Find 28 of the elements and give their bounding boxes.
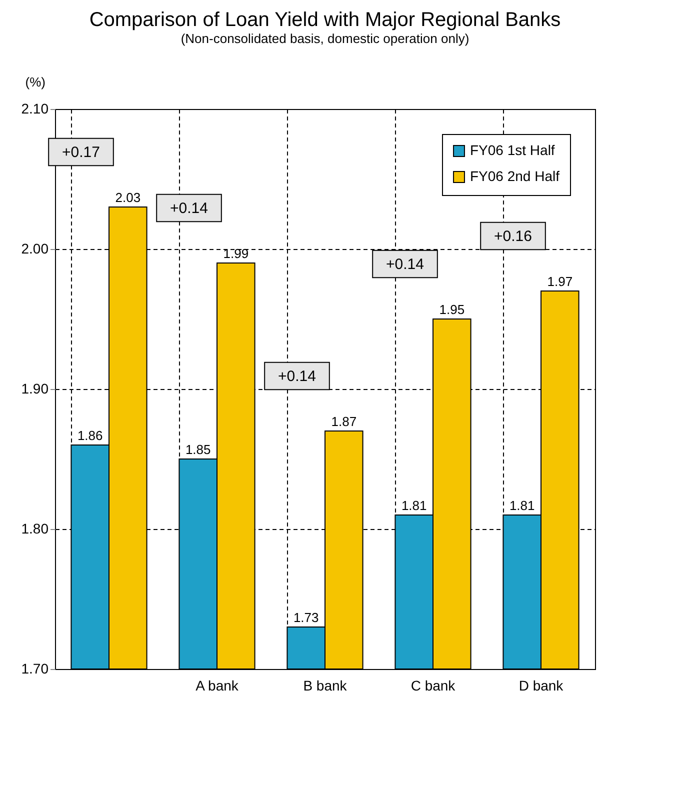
- data-label: 1.86: [77, 428, 103, 443]
- data-label: 2.03: [115, 190, 141, 205]
- annotation: +0.16: [494, 228, 532, 245]
- x-tick-label: D bank: [518, 678, 564, 694]
- chart-title: Comparison of Loan Yield with Major Regional Banks: [89, 9, 561, 31]
- annotation: +0.14: [278, 368, 316, 385]
- x-tick-label: C bank: [410, 678, 456, 694]
- y-tick-label: 1.80: [21, 520, 49, 536]
- y-tick-label: 2.00: [21, 240, 49, 256]
- legend-label: FY06 2nd Half: [470, 168, 560, 184]
- x-tick-label: A bank: [196, 678, 240, 694]
- data-label: 1.73: [293, 610, 319, 625]
- y-tick-label: 1.90: [21, 380, 49, 396]
- data-label: 1.97: [547, 274, 573, 289]
- annotation: +0.14: [386, 256, 424, 273]
- y-tick-label: 2.10: [21, 100, 49, 116]
- data-label: 1.81: [509, 498, 535, 513]
- data-label: 1.87: [331, 414, 357, 429]
- annotation: +0.14: [170, 200, 208, 217]
- annotation: +0.17: [62, 144, 100, 161]
- data-label: 1.81: [401, 498, 427, 513]
- x-tick-label: B bank: [303, 678, 348, 694]
- y-axis-title: (%): [25, 74, 46, 90]
- data-label: 1.85: [185, 442, 211, 457]
- y-tick-label: 1.70: [21, 660, 49, 676]
- chart-subtitle: (Non-consolidated basis, domestic operation only): [180, 31, 470, 46]
- legend-label: FY06 1st Half: [470, 142, 555, 158]
- data-label: 1.95: [439, 302, 465, 317]
